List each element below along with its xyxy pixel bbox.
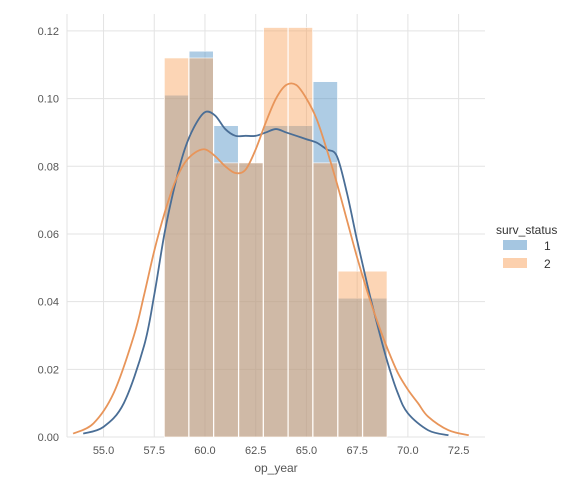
y-tick-label: 0.06 <box>38 229 59 241</box>
legend-label-1: 1 <box>544 239 551 253</box>
x-tick-label: 57.5 <box>144 445 165 457</box>
x-tick-label: 60.0 <box>194 445 215 457</box>
y-tick-label: 0.12 <box>38 26 59 38</box>
histogram-bar-series-2 <box>313 163 337 437</box>
histogram-bar-series-2 <box>214 163 238 437</box>
histogram-bar-series-2 <box>338 271 362 437</box>
legend-label-2: 2 <box>544 257 551 271</box>
x-axis-label: op_year <box>254 461 297 475</box>
x-tick-label: 65.0 <box>296 445 317 457</box>
legend-swatch-1 <box>503 240 527 250</box>
x-tick-label: 70.0 <box>397 445 418 457</box>
histogram-bar-series-2 <box>164 58 188 437</box>
x-tick-label: 55.0 <box>93 445 114 457</box>
histogram-bar-series-2 <box>264 28 288 437</box>
y-tick-label: 0.08 <box>38 161 59 173</box>
legend-swatch-2 <box>503 258 527 268</box>
x-tick-label: 72.5 <box>448 445 469 457</box>
y-tick-label: 0.00 <box>38 432 59 444</box>
y-tick-label: 0.04 <box>38 297 59 309</box>
y-tick-labels: 0.00 0.02 0.04 0.06 0.08 0.10 0.12 <box>38 26 59 444</box>
legend: surv_status 1 2 <box>496 223 557 271</box>
x-tick-labels: 55.0 57.5 60.0 62.5 65.0 67.5 70.0 72.5 <box>93 445 470 457</box>
y-tick-label: 0.10 <box>38 94 59 106</box>
histogram-bar-series-2 <box>363 271 387 437</box>
legend-title: surv_status <box>496 223 557 237</box>
x-tick-label: 67.5 <box>346 445 367 457</box>
histogram-layer <box>164 28 387 437</box>
histogram-bar-series-2 <box>239 163 263 437</box>
x-tick-label: 62.5 <box>245 445 266 457</box>
y-tick-label: 0.02 <box>38 364 59 376</box>
